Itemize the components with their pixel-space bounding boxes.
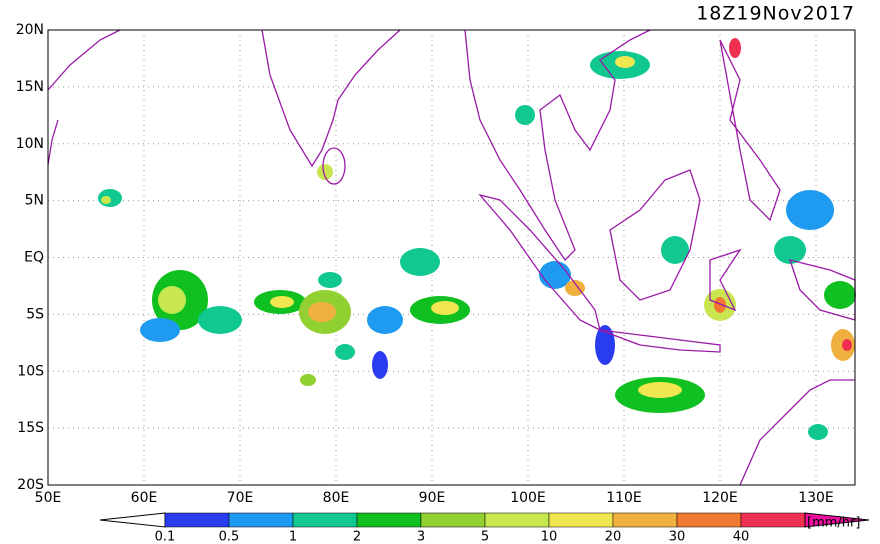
coastline	[719, 39, 781, 222]
colorbar-swatch	[164, 512, 230, 528]
coastline	[478, 193, 601, 332]
rain	[774, 236, 806, 264]
colorbar-swatch	[484, 512, 550, 528]
rain	[270, 296, 294, 308]
lat-label: 10S	[17, 363, 44, 379]
coastline	[609, 169, 701, 301]
rain	[786, 190, 834, 230]
rain	[661, 236, 689, 264]
colorbar-swatch	[548, 512, 614, 528]
lat-label: EQ	[24, 250, 44, 266]
rain	[372, 351, 388, 379]
lat-label: 20N	[16, 22, 44, 38]
colorbar-swatch	[292, 512, 358, 528]
lon-label: 110E	[606, 490, 642, 506]
lon-label: 130E	[798, 490, 834, 506]
rain	[140, 318, 180, 342]
colorbar-label: 2	[353, 530, 361, 544]
colorbar-units: [mm/hr]	[807, 516, 860, 531]
lat-label: 5S	[26, 306, 44, 322]
coastline	[261, 29, 401, 168]
lat-label: 15N	[16, 79, 44, 95]
rain	[198, 306, 242, 334]
rain	[638, 382, 682, 398]
rain	[318, 272, 342, 288]
rain	[729, 38, 741, 58]
colorbar-label: 20	[605, 530, 622, 544]
rain	[300, 374, 316, 386]
rain	[158, 286, 186, 314]
colorbar-label: 3	[417, 530, 425, 544]
colorbar-arrow-low	[99, 512, 166, 528]
lon-label: 80E	[323, 490, 350, 506]
coastline	[599, 329, 721, 353]
rain	[565, 280, 585, 296]
coastline	[322, 147, 346, 185]
rain	[615, 56, 635, 68]
coastline	[47, 29, 121, 91]
rain-areas	[98, 38, 856, 440]
colorbar-swatch	[356, 512, 422, 528]
coastlines	[47, 29, 856, 486]
colorbar-label: 0.1	[155, 530, 176, 544]
colorbar-swatch	[740, 512, 806, 528]
coastline	[739, 379, 855, 486]
lat-label: 5N	[25, 193, 44, 209]
lon-label: 50E	[35, 490, 62, 506]
coastline	[709, 248, 742, 312]
colorbar: 0.1 0.5 1 2 3 5 10 20 30 40 [mm/hr]	[99, 512, 870, 544]
graticule	[48, 30, 855, 485]
map-title: 18Z19Nov2017	[696, 3, 855, 25]
lon-label: 120E	[702, 490, 738, 506]
rain	[367, 306, 403, 334]
rain	[595, 325, 615, 365]
rain	[400, 248, 440, 276]
coastline	[464, 29, 651, 262]
colorbar-swatch	[676, 512, 742, 528]
colorbar-arrow-high	[804, 512, 870, 528]
coastline	[47, 119, 59, 166]
colorbar-label: 10	[541, 530, 558, 544]
rain	[714, 297, 726, 313]
lon-label: 70E	[227, 490, 254, 506]
colorbar-swatch	[420, 512, 486, 528]
colorbar-label: 5	[481, 530, 489, 544]
colorbar-swatch	[228, 512, 294, 528]
colorbar-label: 0.5	[219, 530, 240, 544]
rain	[308, 302, 336, 322]
rain	[335, 344, 355, 360]
lat-label: 20S	[17, 477, 44, 493]
colorbar-swatch	[612, 512, 678, 528]
rain	[431, 301, 459, 315]
rain	[515, 105, 535, 125]
rain	[824, 281, 856, 309]
colorbar-label: 40	[733, 530, 750, 544]
rain	[317, 164, 333, 180]
lat-label: 15S	[17, 420, 44, 436]
lat-label: 10N	[16, 136, 44, 152]
colorbar-label: 30	[669, 530, 686, 544]
rain	[101, 196, 111, 204]
lon-label: 90E	[419, 490, 446, 506]
rain	[808, 424, 828, 440]
rain	[842, 339, 852, 351]
lon-label: 100E	[510, 490, 546, 506]
colorbar-label: 1	[289, 530, 297, 544]
map-frame	[47, 29, 856, 486]
lon-label: 60E	[131, 490, 158, 506]
